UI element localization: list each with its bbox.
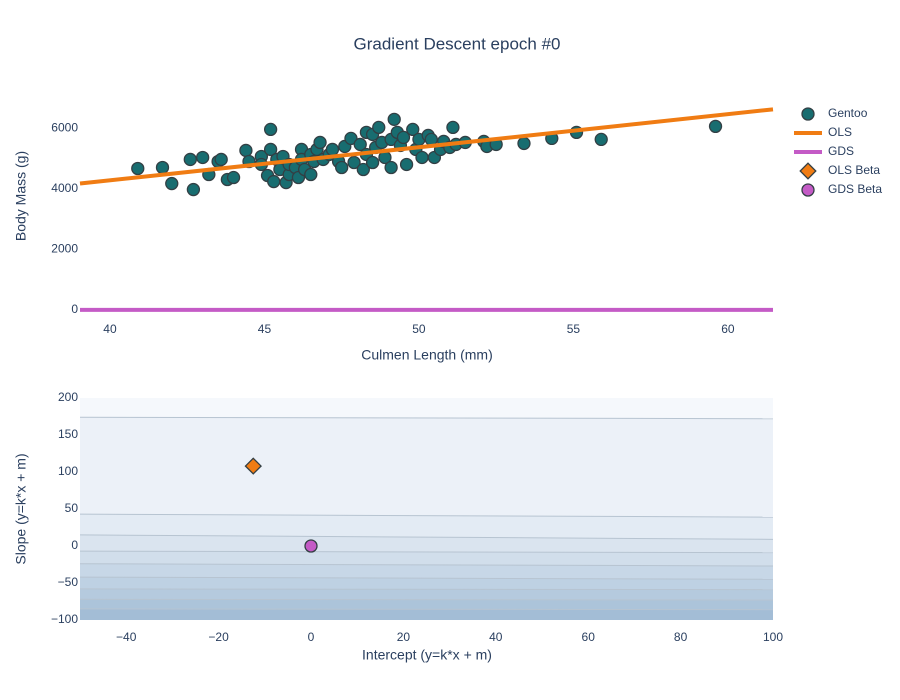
contour-line xyxy=(80,588,773,591)
x-tick-label: 20 xyxy=(397,630,411,644)
y-tick-label: −50 xyxy=(58,575,79,589)
point xyxy=(263,122,278,137)
x-tick-label: 0 xyxy=(308,630,315,644)
point xyxy=(384,160,398,175)
y-axis-title: Body Mass (g) xyxy=(13,151,29,241)
legend-item[interactable]: Gentoo xyxy=(801,106,868,121)
legend-item[interactable]: GDS Beta xyxy=(801,182,882,197)
legend-swatch xyxy=(801,107,815,121)
point xyxy=(263,142,278,157)
line xyxy=(79,107,774,186)
x-tick-label: −40 xyxy=(116,630,137,644)
point xyxy=(313,135,327,150)
point xyxy=(372,120,386,135)
point xyxy=(304,539,318,553)
y-tick-label: 150 xyxy=(58,427,78,441)
x-tick-label: 80 xyxy=(674,630,688,644)
point xyxy=(517,136,531,151)
point xyxy=(387,112,401,127)
legend-label: OLS xyxy=(828,125,852,139)
point xyxy=(196,150,210,165)
point xyxy=(406,122,420,137)
point xyxy=(155,160,170,175)
x-axis-title: Intercept (y=k*x + m) xyxy=(362,647,492,663)
point xyxy=(396,130,411,145)
contour-line xyxy=(80,550,773,554)
point xyxy=(267,174,281,189)
x-tick-label: −20 xyxy=(208,630,229,644)
contour-line xyxy=(80,534,773,540)
x-tick-label: 40 xyxy=(103,322,117,336)
legend-label: GDS Beta xyxy=(828,182,882,196)
legend-item[interactable]: OLS Beta xyxy=(799,162,880,180)
legend-item[interactable]: OLS xyxy=(794,125,852,139)
point xyxy=(415,150,429,165)
y-tick-label: 4000 xyxy=(51,181,78,195)
y-tick-label: 200 xyxy=(58,390,78,404)
point xyxy=(353,137,367,152)
legend-item[interactable]: GDS xyxy=(794,144,854,158)
point xyxy=(335,160,349,175)
point xyxy=(239,143,253,158)
contour-line xyxy=(80,513,773,518)
y-tick-label: 6000 xyxy=(51,121,78,135)
y-tick-label: 2000 xyxy=(51,242,78,256)
x-tick-label: 100 xyxy=(763,630,783,644)
x-axis-title: Culmen Length (mm) xyxy=(361,347,493,363)
x-tick-label: 45 xyxy=(258,322,272,336)
point xyxy=(325,142,340,157)
point xyxy=(344,131,358,146)
x-tick-label: 50 xyxy=(412,322,426,336)
point xyxy=(356,162,370,177)
point xyxy=(214,152,228,167)
y-tick-label: 0 xyxy=(71,302,78,316)
point xyxy=(594,132,608,147)
legend-swatch xyxy=(801,183,815,197)
contour-line xyxy=(80,416,773,420)
contour-line xyxy=(80,598,773,601)
point xyxy=(365,155,380,170)
point xyxy=(304,167,318,182)
point xyxy=(347,155,361,170)
legend-label: OLS Beta xyxy=(828,163,880,177)
x-tick-label: 60 xyxy=(582,630,596,644)
contour-line xyxy=(80,576,773,580)
contour xyxy=(80,416,773,620)
y-tick-label: 0 xyxy=(71,538,78,552)
legend-label: GDS xyxy=(828,144,854,158)
point xyxy=(244,457,262,475)
point xyxy=(226,170,241,185)
contour-line xyxy=(80,608,773,611)
y-tick-label: 100 xyxy=(58,464,78,478)
chart-title: Gradient Descent epoch #0 xyxy=(354,34,561,53)
x-tick-label: 60 xyxy=(721,322,735,336)
point xyxy=(183,152,197,167)
y-tick-label: 50 xyxy=(65,501,79,515)
point xyxy=(399,157,414,172)
y-tick-label: −100 xyxy=(51,612,78,626)
point xyxy=(186,182,201,197)
point xyxy=(131,161,145,176)
point xyxy=(446,120,460,135)
y-axis-title: Slope (y=k*x + m) xyxy=(13,453,29,564)
legend-swatch xyxy=(799,162,817,180)
contour-line xyxy=(80,563,773,567)
legend-label: Gentoo xyxy=(828,106,868,120)
point xyxy=(165,176,179,191)
point xyxy=(708,119,723,134)
x-tick-label: 55 xyxy=(567,322,581,336)
x-tick-label: 40 xyxy=(489,630,503,644)
contour-band xyxy=(80,608,773,620)
